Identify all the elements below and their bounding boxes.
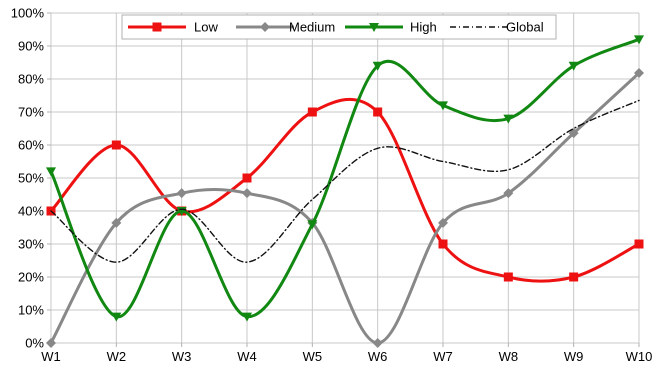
data-point-low <box>242 173 252 183</box>
legend-marker-low <box>152 22 162 32</box>
series-global <box>50 99 640 263</box>
x-tick-label: W6 <box>368 349 388 364</box>
plot-area <box>46 35 644 348</box>
series-line-medium <box>49 71 641 345</box>
y-tick-label: 50% <box>18 171 44 186</box>
x-tick-label: W1 <box>41 349 61 364</box>
legend: Low Medium High Global <box>121 14 557 40</box>
data-point-high <box>46 167 56 177</box>
y-axis: 0% 10% 20% 30% 40% 50% 60% 70% 80% 90% 100% <box>11 6 51 351</box>
x-tick-label: W10 <box>626 349 653 364</box>
data-point-low <box>111 140 121 150</box>
x-axis: W1 W2 W3 W4 W5 W6 W7 W8 W9 W10 <box>41 343 652 364</box>
series-line-low <box>49 97 641 283</box>
y-tick-label: 0% <box>25 336 44 351</box>
y-tick-label: 60% <box>18 138 44 153</box>
legend-label-global: Global <box>506 20 544 35</box>
y-tick-label: 40% <box>18 204 44 219</box>
data-point-low <box>634 239 644 249</box>
legend-label-low: Low <box>194 20 218 35</box>
series-low <box>46 97 644 283</box>
data-point-low <box>373 107 383 117</box>
legend-label-high: High <box>410 20 437 35</box>
data-point-low <box>569 272 579 282</box>
series-line-global <box>50 99 640 263</box>
y-tick-label: 70% <box>18 105 44 120</box>
x-tick-label: W3 <box>172 349 192 364</box>
data-point-medium <box>242 188 252 199</box>
x-tick-label: W7 <box>433 349 453 364</box>
data-point-low <box>438 239 448 249</box>
x-tick-label: W2 <box>107 349 127 364</box>
series-line-high <box>49 37 641 319</box>
data-point-high <box>634 35 644 45</box>
series-medium <box>46 68 644 348</box>
x-tick-label: W9 <box>564 349 584 364</box>
legend-box <box>121 14 557 40</box>
data-point-medium <box>634 68 644 79</box>
data-point-high <box>438 101 448 111</box>
data-point-medium <box>46 338 56 348</box>
data-point-low <box>307 107 317 117</box>
data-point-medium <box>176 188 187 199</box>
data-point-low <box>503 272 513 282</box>
y-tick-label: 90% <box>18 39 44 54</box>
data-point-high <box>503 114 514 124</box>
legend-marker-medium <box>260 22 270 32</box>
x-tick-label: W4 <box>237 349 257 364</box>
data-point-high <box>111 312 122 322</box>
legend-marker-high <box>369 23 379 32</box>
x-tick-label: W8 <box>499 349 519 364</box>
data-point-medium <box>111 217 122 228</box>
y-tick-label: 80% <box>18 72 44 87</box>
data-point-high <box>242 312 252 322</box>
data-point-high <box>372 61 383 71</box>
x-tick-label: W5 <box>303 349 323 364</box>
data-point-medium <box>503 188 514 199</box>
data-point-medium <box>438 217 448 228</box>
data-point-high <box>568 61 579 71</box>
data-point-high <box>307 220 318 230</box>
y-tick-label: 100% <box>11 6 45 21</box>
y-tick-label: 20% <box>18 270 44 285</box>
legend-label-medium: Medium <box>289 20 335 35</box>
data-point-medium <box>372 338 383 348</box>
y-tick-label: 30% <box>18 237 44 252</box>
y-tick-label: 10% <box>18 303 44 318</box>
